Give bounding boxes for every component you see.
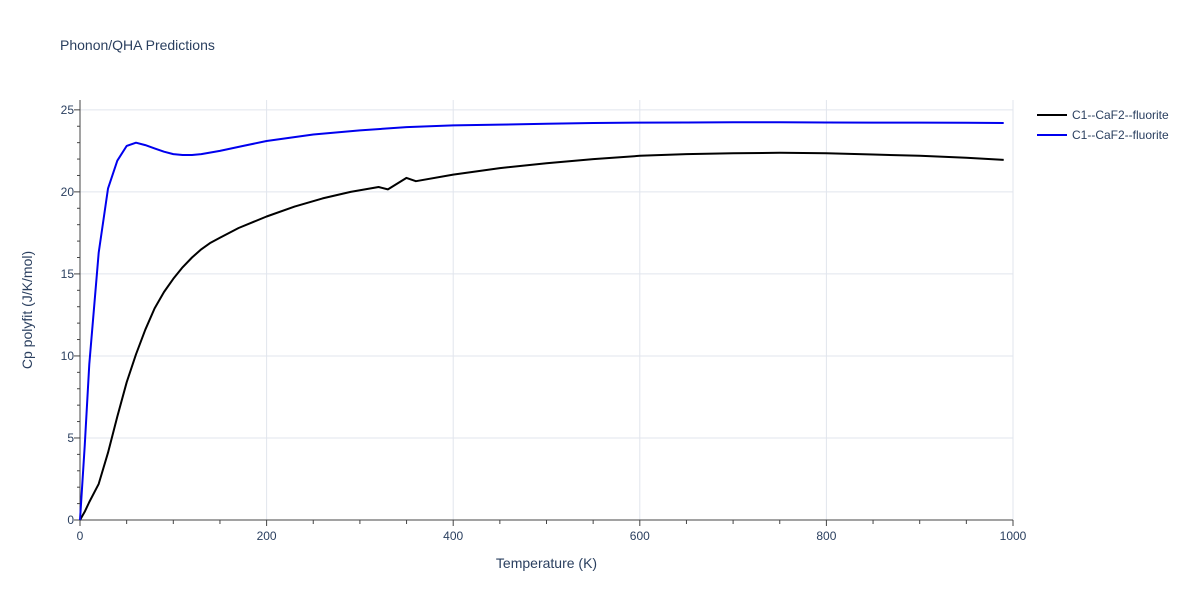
series-line-1 — [79, 151, 1004, 521]
y-tick-label: 25 — [61, 103, 75, 117]
y-tick-label: 5 — [67, 431, 74, 445]
x-tick-label: 800 — [816, 529, 836, 543]
x-tick-label: 200 — [257, 529, 277, 543]
y-tick-label: 20 — [61, 185, 75, 199]
y-tick-label: 0 — [67, 513, 74, 527]
x-tick-label: 400 — [443, 529, 463, 543]
x-tick-label: 1000 — [1000, 529, 1027, 543]
chart-title: Phonon/QHA Predictions — [60, 37, 215, 53]
x-axis-title: Temperature (K) — [496, 555, 597, 571]
legend-label-1: C1--CaF2--fluorite — [1072, 108, 1169, 122]
legend[interactable]: C1--CaF2--fluorite C1--CaF2--fluorite — [1037, 108, 1169, 142]
legend-label-2: C1--CaF2--fluorite — [1072, 128, 1169, 142]
x-tick-label: 0 — [77, 529, 84, 543]
x-tick-label: 600 — [630, 529, 650, 543]
y-tick-label: 10 — [61, 349, 75, 363]
y-tick-label: 15 — [61, 267, 75, 281]
y-axis-title: Cp polyfit (J/K/mol) — [19, 251, 35, 369]
series-line-2 — [79, 121, 1004, 521]
plot-area — [79, 121, 1004, 521]
axes: 0 200 400 600 800 1000 0 5 10 15 20 25 — [61, 100, 1027, 543]
gridlines — [80, 100, 1014, 520]
